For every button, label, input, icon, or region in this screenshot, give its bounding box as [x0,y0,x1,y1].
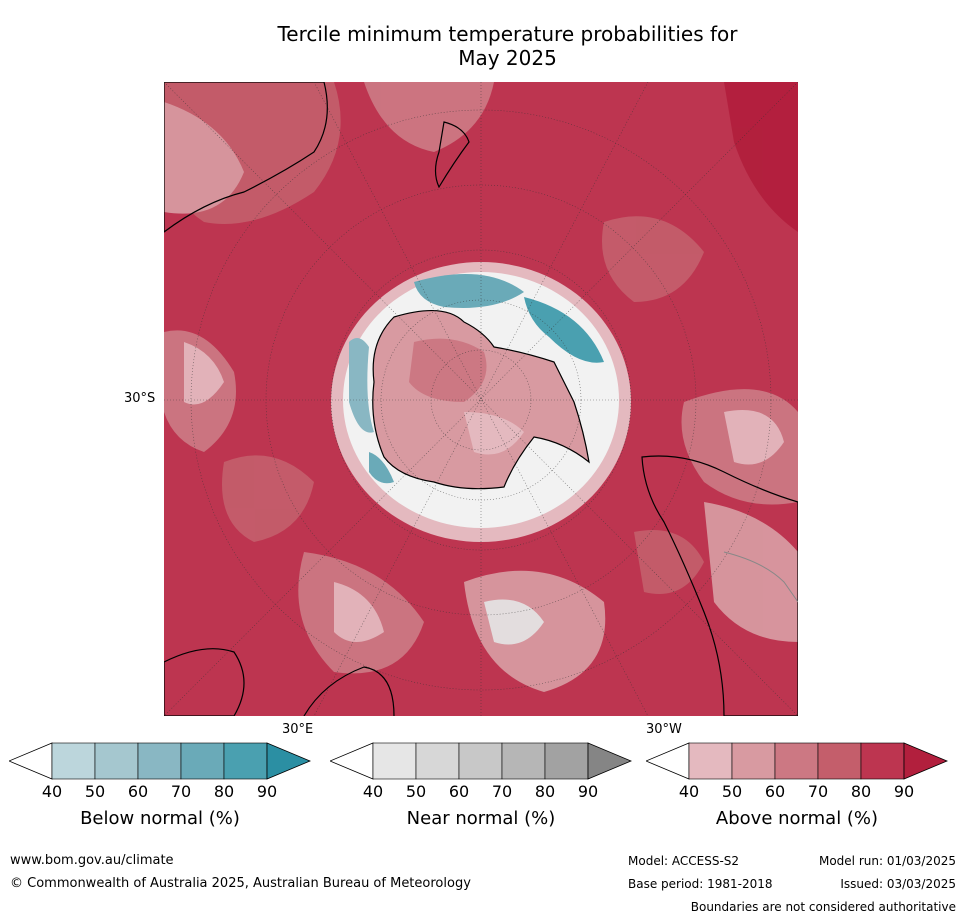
colorbar-near-title: Near normal (%) [406,808,556,829]
colorbar-max-triangle [266,742,311,780]
colorbar-tick-label: 60 [448,782,470,801]
south-america-outline [641,455,798,716]
below-normal-patch-3 [349,338,374,433]
below-normal-patch-2 [524,297,604,363]
colorbar-tick-label: 70 [170,782,192,801]
colorbar-tick-label: 50 [84,782,106,801]
colorbar-min-triangle [330,742,374,780]
colorbar-below [9,742,311,780]
colorbar-tick-label: 50 [721,782,743,801]
colorbar-tick-label: 90 [577,782,599,801]
colorbar-min-triangle [9,742,53,780]
footer-copyright: © Commonwealth of Australia 2025, Austra… [10,876,471,891]
colorbar-min-triangle [646,742,690,780]
colorbar-tick-label: 90 [893,782,915,801]
colorbar-tick-label: 80 [850,782,872,801]
above-normal-patches [164,82,798,692]
colorbar-tick-label: 90 [256,782,278,801]
footer-disclaimer: Boundaries are not considered authoritat… [690,900,956,914]
colorbar-tick-label: 40 [362,782,384,801]
colorbar-tick-label: 60 [127,782,149,801]
footer-url: www.bom.gov.au/climate [10,853,174,868]
below-normal-patch-4 [369,452,394,484]
footer-base-period: Base period: 1981-2018 [628,877,773,891]
footer-model: Model: ACCESS-S2 [628,854,740,868]
colorbar-segment [774,742,819,780]
footer-model-run: Model run: 01/03/2025 [818,854,956,868]
title-line-2: May 2025 [458,46,557,70]
colorbar-below-title: Below normal (%) [80,808,240,829]
colorbar-segment [688,742,733,780]
new-zealand-outline [434,121,470,189]
lon-label-30e: 30°E [282,722,314,737]
colorbar-segment [544,742,589,780]
colorbar-segment [415,742,460,780]
colorbar-segment [180,742,225,780]
colorbar-segment [501,742,546,780]
colorbar-tick-label: 50 [405,782,427,801]
colorbar-segment [51,742,96,780]
colorbar-segment [731,742,776,780]
chart-title: Tercile minimum temperature probabilitie… [240,22,775,70]
colorbar-segment [372,742,417,780]
colorbar-tick-label: 70 [491,782,513,801]
colorbar-above-title: Above normal (%) [715,808,879,829]
lon-label-30w: 30°W [646,722,682,737]
colorbar-segment [137,742,182,780]
colorbar-tick-label: 40 [41,782,63,801]
colorbar-tick-label: 80 [534,782,556,801]
colorbar-segment [860,742,905,780]
footer-issued: Issued: 03/03/2025 [840,877,956,891]
colorbar-segment [223,742,268,780]
colorbar-max-triangle [587,742,632,780]
graticule [164,82,798,716]
colorbar-tick-label: 60 [764,782,786,801]
probability-map [164,82,798,716]
colorbar-near [330,742,632,780]
australia-outline [164,82,328,233]
title-line-1: Tercile minimum temperature probabilitie… [277,22,738,46]
colorbar-segment [458,742,503,780]
colorbar-tick-label: 70 [807,782,829,801]
lat-label-30s: 30°S [124,391,156,406]
colorbar-max-triangle [903,742,948,780]
below-normal-patch-1 [414,274,524,308]
colorbar-tick-label: 80 [213,782,235,801]
colorbar-segment [817,742,862,780]
africa-outline [164,648,245,716]
colorbar-tick-label: 40 [678,782,700,801]
colorbar-above [646,742,948,780]
colorbar-segment [94,742,139,780]
